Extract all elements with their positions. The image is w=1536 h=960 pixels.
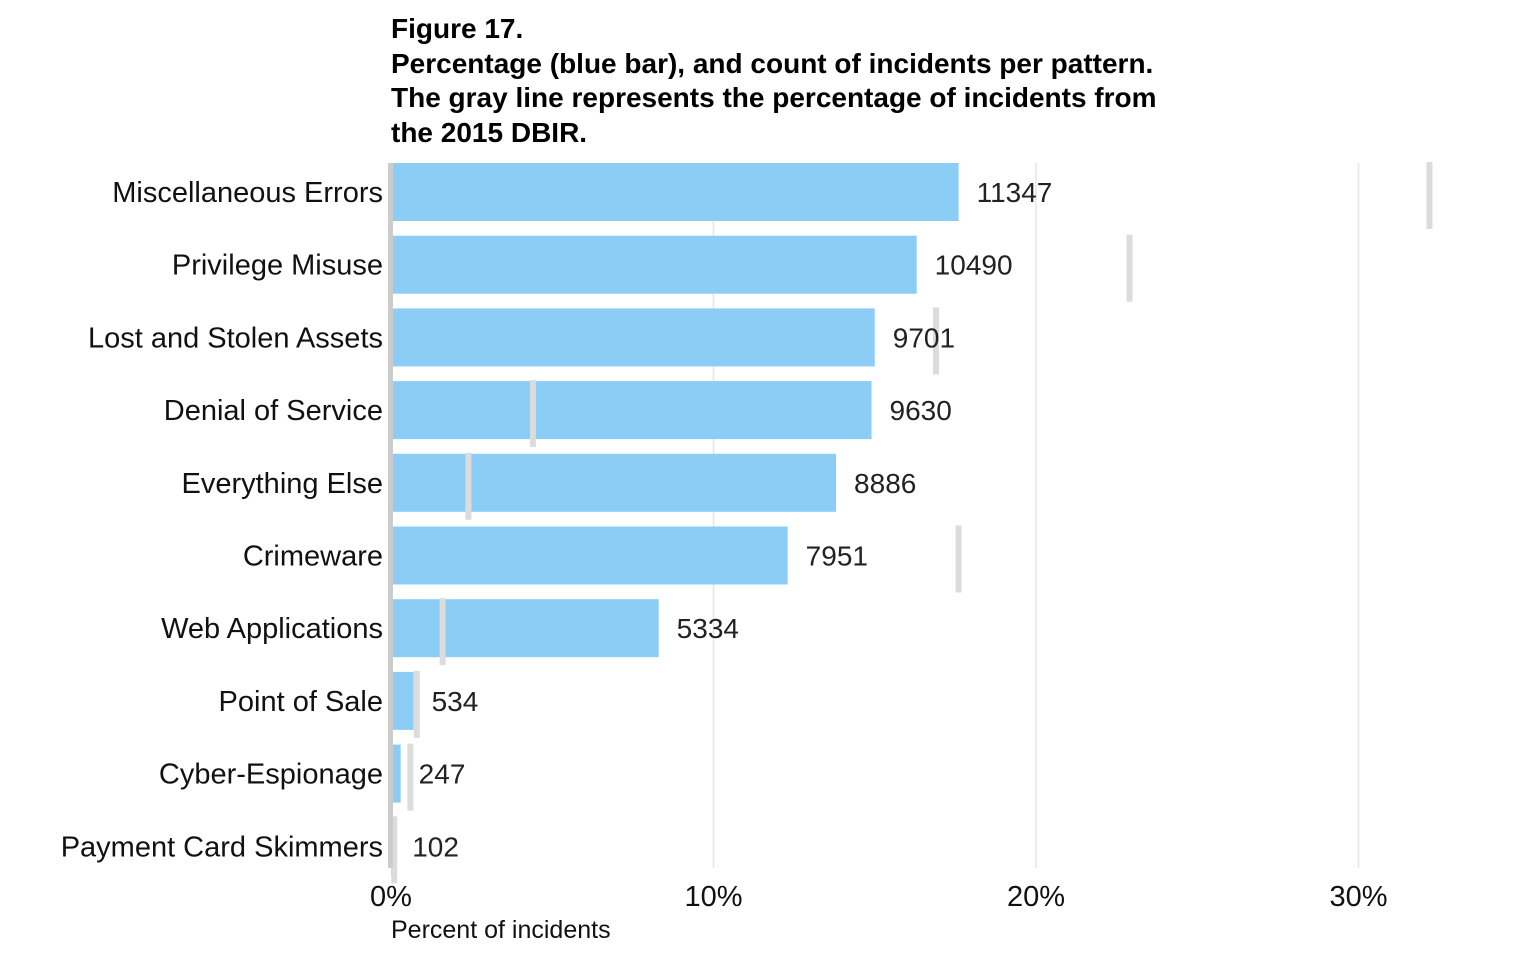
- x-tick-label: 30%: [1329, 881, 1387, 913]
- count-label: 10490: [935, 250, 1013, 281]
- bars: [391, 163, 959, 876]
- title-line-4: the 2015 DBIR.: [391, 116, 588, 148]
- count-label: 7951: [806, 541, 868, 572]
- reference-line-2015: [529, 380, 536, 448]
- bar: [391, 599, 659, 658]
- bar: [391, 744, 401, 803]
- count-label: 11347: [977, 177, 1053, 208]
- category-label: Cyber-Espionage: [159, 759, 383, 791]
- title-line-2: Percentage (blue bar), and count of inci…: [391, 47, 1154, 79]
- reference-line-2015: [1426, 162, 1433, 229]
- x-tick-label: 20%: [1007, 881, 1065, 913]
- reference-line-2015: [1126, 234, 1133, 302]
- category-label: Payment Card Skimmers: [61, 831, 383, 863]
- count-label: 247: [419, 759, 466, 790]
- count-label: 534: [432, 686, 479, 717]
- bar: [391, 381, 872, 440]
- title-line-1: Figure 17.: [391, 13, 524, 44]
- category-label: Privilege Misuse: [172, 250, 383, 282]
- bar: [391, 308, 875, 367]
- count-label: 102: [412, 831, 459, 862]
- bar: [391, 671, 414, 730]
- category-label: Lost and Stolen Assets: [88, 322, 383, 354]
- reference-lines: [391, 162, 1433, 884]
- reference-line-2015: [439, 598, 446, 666]
- reference-line-2015: [465, 452, 472, 520]
- x-tick-label: 10%: [684, 881, 742, 913]
- reference-line-2015: [407, 743, 414, 811]
- bar: [391, 453, 837, 512]
- bar: [391, 235, 917, 294]
- category-label: Crimeware: [243, 541, 383, 573]
- category-label: Miscellaneous Errors: [112, 177, 383, 209]
- x-axis-title: Percent of incidents: [391, 916, 611, 944]
- category-label: Web Applications: [161, 613, 383, 645]
- category-label: Point of Sale: [219, 686, 383, 718]
- x-tick-label: 0%: [370, 881, 412, 913]
- bar: [391, 526, 788, 585]
- category-label: Everything Else: [182, 468, 384, 500]
- reference-line-2015: [413, 670, 420, 738]
- count-label: 5334: [677, 613, 739, 644]
- reference-line-2015: [933, 307, 940, 375]
- reference-line-2015: [391, 816, 398, 884]
- labels: 0% 10% 20% 30% Percent of incidents Miscellan…: [61, 177, 1388, 944]
- category-label: Denial of Service: [164, 395, 383, 427]
- reference-line-2015: [955, 525, 962, 593]
- axis: [388, 163, 393, 868]
- count-label: 8886: [854, 468, 916, 499]
- title-line-3: The gray line represents the percentage …: [391, 82, 1157, 113]
- chart-title: Figure 17. Percentage (blue bar), and co…: [391, 12, 1391, 150]
- count-label: 9630: [890, 395, 952, 426]
- count-label: 9701: [893, 322, 955, 353]
- bar: [391, 163, 959, 221]
- zero-axis-line: [388, 163, 393, 868]
